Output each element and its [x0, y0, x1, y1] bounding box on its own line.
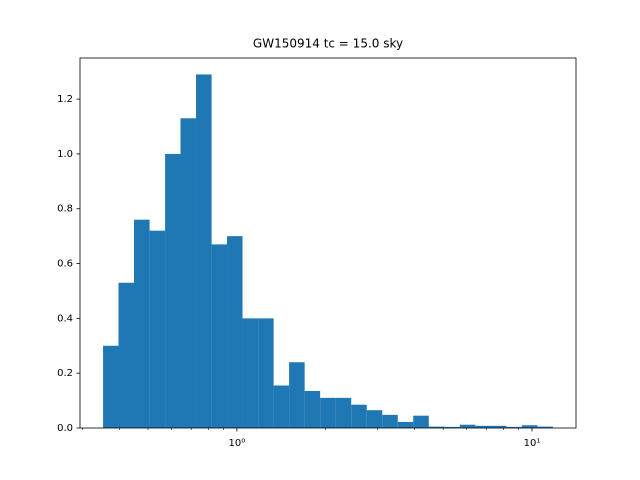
bar — [196, 74, 212, 428]
bar — [428, 426, 445, 428]
y-tick-label: 1.0 — [57, 149, 73, 160]
bar — [289, 362, 305, 428]
x-tick-label: 10⁰ — [229, 438, 246, 449]
bar — [149, 230, 166, 428]
bar — [490, 425, 507, 428]
chart-title: GW150914 tc = 15.0 sky — [253, 37, 403, 51]
bar — [273, 385, 290, 428]
y-tick-label: 1.2 — [57, 94, 73, 105]
bar — [118, 282, 134, 428]
bar — [242, 318, 259, 428]
y-tick-label: 0.8 — [57, 204, 73, 215]
bar — [506, 426, 522, 428]
y-tick-label: 0.6 — [57, 259, 73, 270]
bar — [521, 425, 538, 428]
bar — [413, 415, 429, 428]
bar — [537, 426, 553, 428]
bar — [397, 421, 414, 428]
bar — [366, 410, 383, 428]
bar — [211, 244, 228, 428]
x-tick-label: 10¹ — [524, 438, 541, 449]
bar — [165, 153, 181, 429]
y-tick-label: 0.4 — [57, 313, 73, 324]
bar — [351, 404, 367, 428]
bar — [133, 219, 150, 428]
bar — [475, 425, 491, 428]
bar — [258, 318, 274, 428]
y-tick-label: 0.2 — [57, 368, 73, 379]
y-tick-label: 0.0 — [57, 423, 73, 434]
bar — [382, 414, 398, 428]
bar — [103, 345, 119, 428]
plot-frame — [79, 57, 577, 429]
bar — [444, 426, 460, 428]
bar — [335, 397, 352, 428]
bar — [304, 391, 321, 428]
bar — [227, 236, 243, 428]
bar — [320, 397, 336, 428]
bar — [459, 424, 476, 428]
bar — [180, 118, 197, 428]
